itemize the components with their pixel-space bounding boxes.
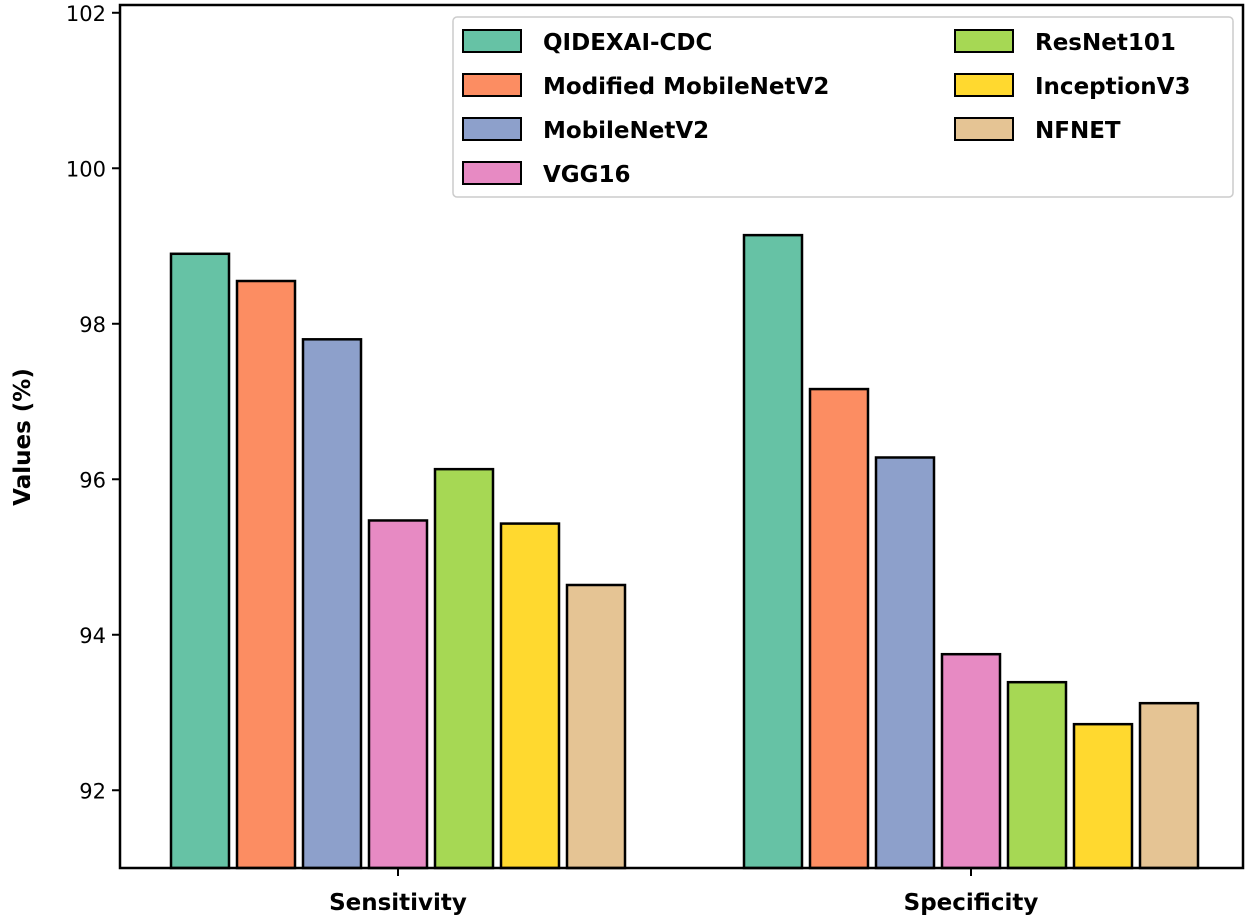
y-axis-label: Values (%) [10, 368, 36, 506]
bar-nfnet-sensitivity [565, 583, 627, 870]
y-tick-label: 98 [79, 313, 106, 337]
y-tick-label: 100 [66, 157, 106, 181]
y-tick-label: 96 [79, 468, 106, 492]
legend: QIDEXAI-CDC Modified MobileNetV2 MobileNet… [452, 16, 1234, 198]
legend-label: MobileNetV2 [543, 118, 709, 144]
legend-label: NFNET [1035, 118, 1121, 144]
y-tick-label: 92 [79, 779, 106, 803]
legend-label: VGG16 [543, 162, 631, 188]
legend-label: QIDEXAI-CDC [543, 30, 712, 56]
legend-swatch [462, 73, 522, 97]
y-tick-label: 102 [66, 2, 106, 26]
legend-label: ResNet101 [1035, 30, 1176, 56]
bar-modified-mobilenetv2-sensitivity [235, 279, 297, 870]
bar-inceptionv3-specificity [1072, 722, 1134, 870]
legend-swatch [462, 161, 522, 185]
bar-qidexai-cdc-specificity [742, 233, 804, 870]
y-tick-label: 94 [79, 624, 106, 648]
legend-swatch [954, 29, 1014, 53]
legend-swatch [954, 117, 1014, 141]
legend-swatch [462, 29, 522, 53]
bar-resnet101-specificity [1006, 680, 1068, 870]
bar-mobilenetv2-specificity [874, 456, 936, 870]
legend-swatch [954, 73, 1014, 97]
bar-inceptionv3-sensitivity [499, 522, 561, 870]
legend-box [452, 16, 1234, 198]
legend-swatch [462, 117, 522, 141]
bar-nfnet-specificity [1138, 701, 1200, 870]
legend-label: InceptionV3 [1035, 74, 1191, 100]
bar-qidexai-cdc-sensitivity [169, 252, 231, 870]
legend-label: Modified MobileNetV2 [543, 74, 829, 100]
bar-modified-mobilenetv2-specificity [808, 387, 870, 870]
bar-mobilenetv2-sensitivity [301, 338, 363, 870]
bar-resnet101-sensitivity [433, 467, 495, 870]
x-tick-label: Specificity [904, 890, 1039, 916]
bar-vgg16-sensitivity [367, 519, 429, 870]
plot-frame [118, 3, 1245, 870]
axes-layer: 92 94 96 98 100 102 Sensitivity Specificity [66, 2, 1245, 916]
bars-layer [169, 233, 1200, 870]
x-tick-label: Sensitivity [329, 890, 467, 916]
bar-vgg16-specificity [940, 652, 1002, 870]
